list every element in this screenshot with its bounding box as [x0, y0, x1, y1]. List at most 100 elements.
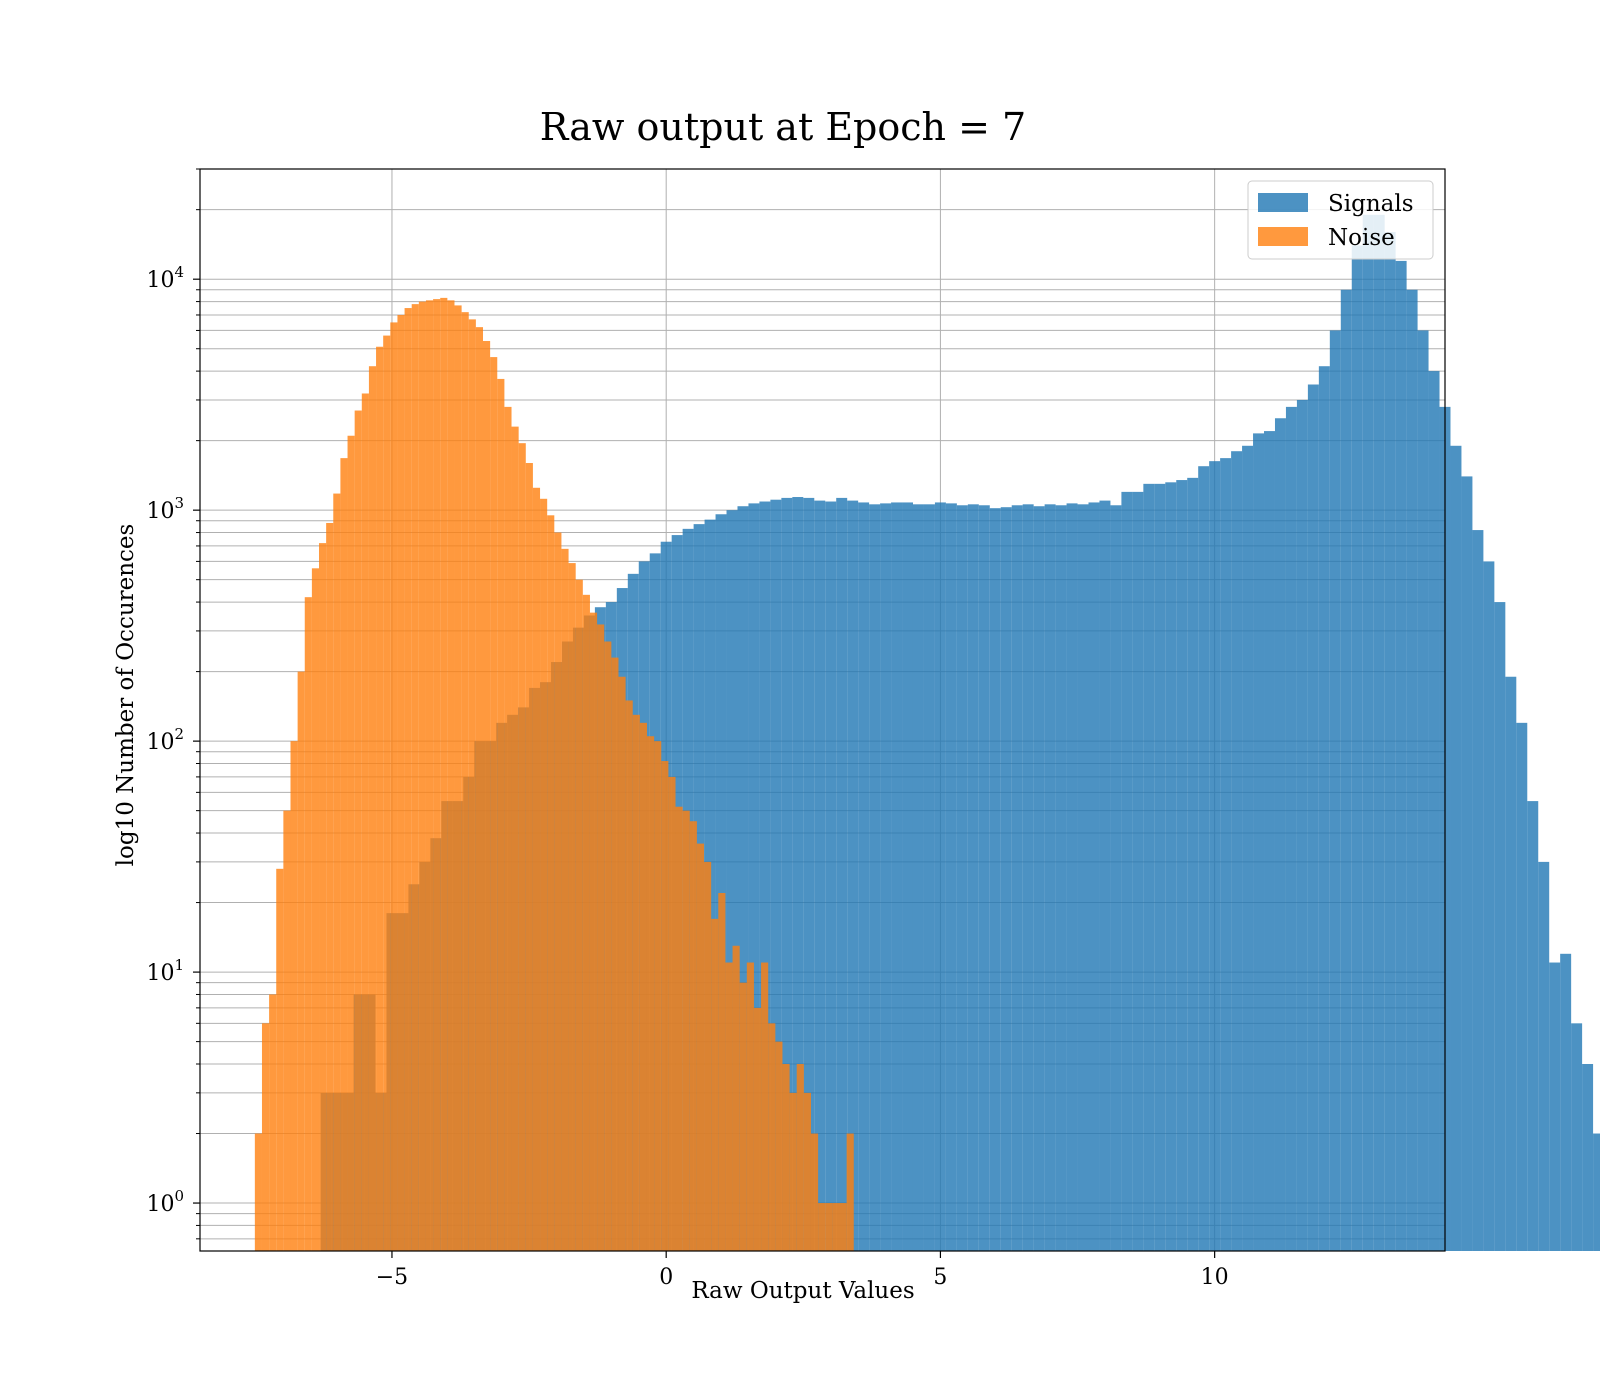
signals-bar [792, 497, 804, 1251]
noise-bar [582, 594, 590, 1251]
x-tick-label: 10 [1201, 1265, 1229, 1290]
noise-bar [418, 301, 426, 1251]
noise-bar [639, 722, 647, 1251]
signals-bar [1055, 505, 1067, 1251]
signals-bar [770, 499, 782, 1252]
signals-bar [923, 504, 935, 1251]
noise-bar [704, 861, 712, 1251]
signals-bar [1527, 801, 1539, 1251]
noise-bar [611, 657, 619, 1251]
noise-bar [668, 776, 676, 1251]
noise-bar [775, 1041, 783, 1251]
signals-bar [1274, 418, 1286, 1252]
signals-bar [1066, 503, 1078, 1252]
signals-bar [1242, 445, 1254, 1251]
noise-bar [632, 714, 640, 1251]
signals-bar [1362, 214, 1374, 1251]
signals-bar [1549, 962, 1561, 1251]
signals-bar [825, 501, 837, 1251]
noise-bar [739, 982, 747, 1251]
noise-bar [290, 741, 298, 1251]
noise-bar [340, 458, 348, 1252]
noise-bar [254, 1133, 262, 1251]
y-tick-label: 103 [146, 494, 184, 524]
signals-bar [1264, 431, 1275, 1251]
chart-title: Raw output at Epoch = 7 [540, 105, 1026, 149]
signals-bar [912, 504, 924, 1251]
noise-bar [711, 918, 719, 1251]
signals-bar [1220, 458, 1232, 1252]
noise-bar [532, 487, 541, 1251]
legend-swatch-signals [1258, 193, 1308, 212]
y-tick-label: 102 [146, 725, 184, 755]
signals-bar [737, 506, 749, 1251]
signals-bar [1121, 491, 1133, 1251]
signals-bar [1428, 371, 1440, 1251]
noise-bar [554, 532, 562, 1251]
noise-bar [818, 1203, 826, 1251]
signals-bar [1483, 561, 1495, 1251]
signals-bar [715, 514, 727, 1251]
noise-bar [311, 568, 320, 1251]
noise-bar [832, 1203, 840, 1251]
signals-bar [726, 510, 738, 1251]
x-tick-label: 0 [659, 1265, 673, 1290]
signals-bar [1329, 330, 1341, 1251]
noise-bar [326, 522, 334, 1251]
x-tick-label: 5 [933, 1265, 947, 1290]
signals-bar [1318, 366, 1330, 1251]
noise-bar [839, 1203, 847, 1251]
signals-bar [1209, 461, 1221, 1251]
noise-bar [433, 299, 441, 1251]
noise-bar [768, 1023, 776, 1251]
noise-bar [661, 761, 669, 1251]
noise-bar [404, 308, 412, 1251]
signals-bar [1395, 260, 1407, 1251]
noise-bar [319, 543, 327, 1251]
series-noise [254, 297, 854, 1252]
signals-bar [1176, 480, 1188, 1251]
noise-bar [646, 736, 655, 1251]
signals-bar [1132, 491, 1144, 1251]
signals-bar [858, 502, 870, 1252]
noise-bar [803, 1092, 811, 1251]
signals-bar [1593, 1133, 1600, 1251]
signals-bar [1340, 289, 1352, 1251]
x-tick-label: −5 [376, 1265, 408, 1290]
signals-bar [1582, 1063, 1594, 1251]
noise-bar [689, 821, 697, 1251]
noise-bar [483, 341, 491, 1251]
noise-bar [810, 1133, 819, 1251]
signals-bar [1110, 505, 1122, 1251]
y-tick-label: 101 [146, 956, 184, 986]
signals-bar [759, 501, 771, 1251]
noise-bar [675, 806, 683, 1251]
signals-bar [1516, 722, 1528, 1251]
noise-bar [575, 579, 583, 1251]
noise-bar [411, 304, 419, 1251]
noise-bar [361, 393, 369, 1251]
y-axis-label: log10 Number of Occurences [113, 524, 139, 867]
signals-bar [1077, 504, 1089, 1251]
noise-bar [390, 322, 398, 1251]
noise-bar [654, 741, 662, 1251]
noise-bar [718, 892, 726, 1251]
noise-bar [475, 327, 484, 1251]
signals-bar [880, 503, 892, 1252]
noise-bar [568, 563, 576, 1251]
signals-bar [1285, 406, 1297, 1252]
signals-bar [1187, 477, 1199, 1251]
noise-bar [561, 548, 569, 1251]
signals-bar [869, 504, 881, 1251]
noise-bar [297, 671, 305, 1251]
signals-bar [1198, 466, 1210, 1251]
noise-bar [761, 962, 769, 1251]
noise-bar [397, 314, 405, 1251]
noise-bar [425, 300, 434, 1252]
noise-bar [383, 335, 391, 1251]
noise-bar [518, 443, 526, 1251]
noise-bar [604, 641, 612, 1251]
noise-bar [354, 410, 362, 1251]
signals-bar [1143, 483, 1155, 1252]
